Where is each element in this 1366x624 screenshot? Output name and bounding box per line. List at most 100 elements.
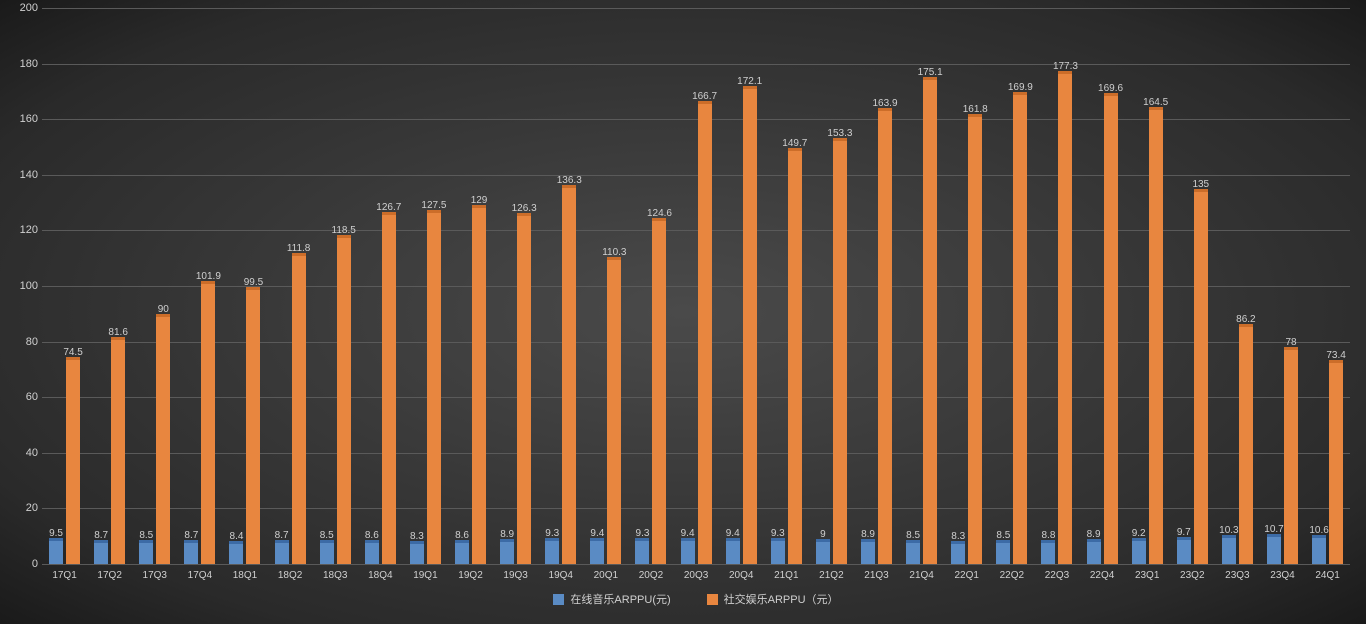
- bar-value-label: 163.9: [873, 98, 898, 109]
- x-tick-label: 21Q4: [899, 570, 944, 581]
- bar-music: 9.4: [681, 538, 695, 564]
- bar-social: 118.5: [337, 235, 351, 564]
- bar-music: 8.3: [951, 541, 965, 564]
- bar-music: 8.5: [139, 540, 153, 564]
- x-tick-label: 17Q4: [177, 570, 222, 581]
- bar-value-label: 9.5: [49, 528, 63, 539]
- y-tick-label: 60: [4, 391, 38, 403]
- bar-social: 99.5: [246, 287, 260, 564]
- y-tick-label: 180: [4, 58, 38, 70]
- bar-value-label: 9.4: [590, 528, 604, 539]
- legend-item-social: 社交娱乐ARPPU（元）: [707, 591, 839, 607]
- x-tick-label: 19Q4: [538, 570, 583, 581]
- bar-social: 90: [156, 314, 170, 564]
- y-tick-label: 40: [4, 447, 38, 459]
- x-tick-label: 23Q1: [1125, 570, 1170, 581]
- bar-value-label: 78: [1285, 337, 1296, 348]
- bar-value-label: 8.5: [906, 530, 920, 541]
- bar-value-label: 8.9: [861, 529, 875, 540]
- bar-group: 10.778: [1260, 8, 1305, 564]
- bar-group: 9.2164.5: [1125, 8, 1170, 564]
- bar-social: 127.5: [427, 210, 441, 564]
- y-tick-label: 20: [4, 502, 38, 514]
- bar-group: 8.6 129: [448, 8, 493, 564]
- x-tick-label: 24Q1: [1305, 570, 1350, 581]
- bar-value-label: 111.8: [287, 243, 311, 254]
- bar-value-label: 126.3: [512, 203, 537, 214]
- y-tick-label: 160: [4, 113, 38, 125]
- bar-music: 9.4: [726, 538, 740, 564]
- bar-social: 169.6: [1104, 93, 1118, 564]
- x-tick-label: 20Q1: [583, 570, 628, 581]
- bar-music: 8.9: [861, 539, 875, 564]
- bars-container: 9.574.58.781.68.5908.7101.98.499.58.7111…: [42, 8, 1350, 564]
- bar-group: 8.7111.8: [268, 8, 313, 564]
- bar-social: 166.7: [698, 101, 712, 564]
- bar-value-label: 10.7: [1264, 524, 1283, 535]
- bar-social: 135: [1194, 189, 1208, 564]
- bar-value-label: 8.6: [455, 530, 469, 541]
- bar-value-label: 136.3: [557, 175, 582, 186]
- x-tick-label: 22Q3: [1034, 570, 1079, 581]
- bar-group: 10.386.2: [1215, 8, 1260, 564]
- bar-music: 8.5: [320, 540, 334, 564]
- arppu-bar-chart: 0204060801001201401601802009.574.58.781.…: [0, 0, 1366, 624]
- bar-value-label: 86.2: [1236, 314, 1255, 325]
- bar-music: 9.2: [1132, 538, 1146, 564]
- bar-social: 175.1: [923, 77, 937, 564]
- bar-group: 9.574.5: [42, 8, 87, 564]
- bar-social: 78: [1284, 347, 1298, 564]
- bar-value-label: 9: [820, 529, 826, 540]
- bar-value-label: 118.5: [332, 225, 356, 236]
- bar-music: 8.6: [455, 540, 469, 564]
- y-tick-label: 0: [4, 558, 38, 570]
- bar-group: 9.3 149.7: [764, 8, 809, 564]
- bar-value-label: 81.6: [108, 327, 127, 338]
- bar-value-label: 8.5: [996, 530, 1010, 541]
- bar-group: 9.7135: [1170, 8, 1215, 564]
- x-tick-label: 21Q1: [764, 570, 809, 581]
- bar-social: 164.5: [1149, 107, 1163, 564]
- bar-music: 8.7: [94, 540, 108, 564]
- bar-value-label: 90: [158, 304, 169, 315]
- bar-social: 177.3: [1058, 71, 1072, 564]
- bar-music: 9.5: [49, 538, 63, 564]
- bar-music: 8.3: [410, 541, 424, 564]
- bar-value-label: 9.3: [771, 528, 785, 539]
- bar-value-label: 129: [471, 195, 488, 206]
- bar-value-label: 8.7: [184, 530, 198, 541]
- bar-group: 8.590: [132, 8, 177, 564]
- bar-group: 8.9169.6: [1080, 8, 1125, 564]
- x-tick-label: 22Q1: [944, 570, 989, 581]
- bar-social: 126.3: [517, 213, 531, 564]
- bar-value-label: 9.3: [545, 528, 559, 539]
- bar-value-label: 99.5: [244, 277, 263, 288]
- x-tick-label: 18Q4: [358, 570, 403, 581]
- bar-social: 126.7: [382, 212, 396, 564]
- bar-value-label: 149.7: [782, 138, 807, 149]
- x-tick-label: 17Q2: [87, 570, 132, 581]
- bar-music: 9.4: [590, 538, 604, 564]
- bar-music: 8.5: [906, 540, 920, 564]
- x-tick-label: 21Q3: [854, 570, 899, 581]
- bar-music: 9.3: [635, 538, 649, 564]
- y-tick-label: 140: [4, 169, 38, 181]
- bar-value-label: 135: [1192, 179, 1209, 190]
- bar-group: 8.7 81.6: [87, 8, 132, 564]
- legend-label-music: 在线音乐ARPPU(元): [570, 591, 670, 607]
- x-tick-label: 23Q4: [1260, 570, 1305, 581]
- legend-swatch-social: [707, 594, 718, 605]
- x-tick-label: 21Q2: [809, 570, 854, 581]
- bar-value-label: 175.1: [918, 67, 943, 78]
- bar-group: 8.5175.1: [899, 8, 944, 564]
- bar-value-label: 172.1: [737, 76, 762, 87]
- bar-value-label: 9.2: [1132, 528, 1146, 539]
- bar-value-label: 126.7: [376, 202, 401, 213]
- bar-group: 8.9126.3: [493, 8, 538, 564]
- legend-swatch-music: [553, 594, 564, 605]
- x-tick-label: 23Q2: [1170, 570, 1215, 581]
- bar-group: 9.4 172.1: [719, 8, 764, 564]
- bar-value-label: 8.3: [951, 531, 965, 542]
- bar-social: 161.8: [968, 114, 982, 564]
- bar-social: 101.9: [201, 281, 215, 564]
